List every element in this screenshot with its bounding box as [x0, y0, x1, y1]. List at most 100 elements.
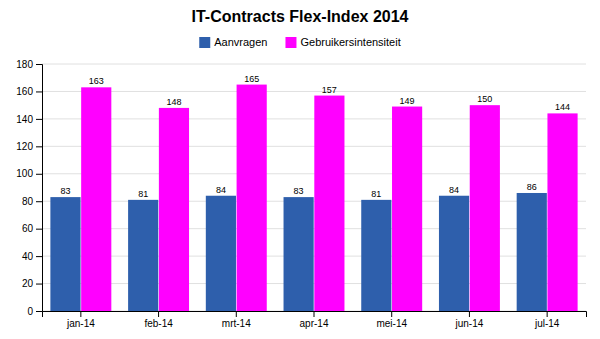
grid-line [42, 118, 586, 119]
x-tick: feb-14 [144, 311, 173, 329]
y-tick: 120 [16, 141, 42, 152]
plot: 0 20 40 60 80 100 120 140 160 180 jan-14 feb-14 mrt-… [16, 59, 586, 329]
y-tick-label: 60 [22, 223, 34, 234]
x-tick: mrt-14 [222, 311, 251, 329]
y-tick-label: 20 [22, 278, 34, 289]
x-tick-mark [391, 311, 392, 317]
y-tick-mark [36, 284, 42, 285]
bar [50, 197, 80, 311]
x-tick-label: jun-14 [455, 318, 484, 329]
data-label: 157 [322, 85, 337, 95]
data-label: 163 [89, 76, 104, 86]
y-tick-mark [36, 311, 42, 312]
x-tick: apr-14 [300, 311, 329, 329]
y-axis-line [36, 65, 43, 312]
data-label: 144 [555, 102, 570, 112]
data-label: 165 [244, 74, 259, 84]
grid [42, 64, 586, 311]
y-tick: 80 [22, 196, 42, 207]
x-tick-label: jan-14 [66, 318, 95, 329]
bar [517, 193, 547, 311]
data-labels: 83 81 84 83 81 84 86 163 148 165 157 149 150 144 [60, 74, 570, 199]
x-tick-mark [236, 311, 237, 317]
bar [392, 107, 422, 311]
bar [361, 200, 391, 311]
legend-swatch [199, 37, 210, 48]
bar [547, 113, 577, 311]
grid-line [42, 64, 586, 65]
x-tick-mark [547, 311, 548, 317]
y-tick: 0 [27, 306, 42, 317]
x-tick-mark [158, 311, 159, 317]
y-tick-label: 120 [16, 141, 33, 152]
x-axis-line [43, 312, 587, 318]
legend-item: Gebruikersintensiteit [285, 36, 400, 48]
x-tick-mark [80, 311, 81, 317]
y-tick: 160 [16, 86, 42, 97]
legend-item: Aanvragen [199, 36, 267, 48]
y-tick: 20 [22, 278, 42, 289]
y-tick: 140 [16, 114, 42, 125]
y-tick-label: 140 [16, 114, 33, 125]
x-tick-mark [314, 311, 315, 317]
y-axis: 0 20 40 60 80 100 120 140 160 180 [16, 59, 42, 317]
x-tick: mei-14 [376, 311, 407, 329]
x-tick-label: apr-14 [300, 318, 329, 329]
y-tick-mark [36, 174, 42, 175]
bar [128, 200, 158, 311]
y-tick-mark [36, 119, 42, 120]
bar [237, 85, 267, 311]
grid-line [42, 283, 586, 284]
y-tick-label: 40 [22, 251, 34, 262]
bar [284, 197, 314, 311]
bar [206, 196, 236, 311]
bar [439, 196, 469, 311]
grid-line [42, 173, 586, 174]
x-axis: jan-14 feb-14 mrt-14 apr-14 mei-14 jun-14 jul-… [43, 311, 587, 329]
x-tick-label: mei-14 [376, 318, 407, 329]
bar [314, 96, 344, 311]
data-label: 149 [400, 96, 415, 106]
y-tick-label: 0 [27, 306, 33, 317]
data-label: 84 [216, 185, 226, 195]
y-tick-mark [36, 256, 42, 257]
bar [81, 87, 111, 311]
data-label: 83 [60, 186, 70, 196]
grid-line [42, 256, 586, 257]
y-tick: 180 [16, 59, 42, 70]
x-tick-label: jul-14 [534, 318, 560, 329]
data-label: 84 [449, 185, 459, 195]
y-tick-label: 160 [16, 86, 33, 97]
grid-line [42, 146, 586, 147]
legend-swatch [285, 37, 296, 48]
legend-label: Aanvragen [214, 36, 267, 48]
x-tick: jan-14 [66, 311, 95, 329]
data-label: 148 [166, 97, 181, 107]
data-label: 86 [527, 182, 537, 192]
x-tick-label: feb-14 [144, 318, 173, 329]
x-tick: jun-14 [455, 311, 484, 329]
y-tick-label: 80 [22, 196, 34, 207]
bar [159, 108, 189, 311]
x-tick-mark [469, 311, 470, 317]
y-tick-mark [36, 146, 42, 147]
bar [470, 105, 500, 311]
grid-line [42, 91, 586, 92]
data-label: 83 [294, 186, 304, 196]
legend-label: Gebruikersintensiteit [300, 36, 400, 48]
data-label: 81 [138, 189, 148, 199]
title: IT-Contracts Flex-Index 2014 [192, 8, 409, 25]
x-tick-label: mrt-14 [222, 318, 251, 329]
legend: Aanvragen Gebruikersintensiteit [199, 36, 401, 48]
x-tick: jul-14 [534, 311, 560, 329]
data-label: 150 [477, 94, 492, 104]
y-tick-label: 100 [16, 168, 33, 179]
y-tick-label: 180 [16, 59, 33, 70]
y-tick-mark [36, 229, 42, 230]
y-tick: 40 [22, 251, 42, 262]
grid-line [42, 228, 586, 229]
data-label: 81 [371, 189, 381, 199]
bars [50, 85, 577, 311]
y-tick-mark [36, 201, 42, 202]
y-tick-mark [36, 91, 42, 92]
